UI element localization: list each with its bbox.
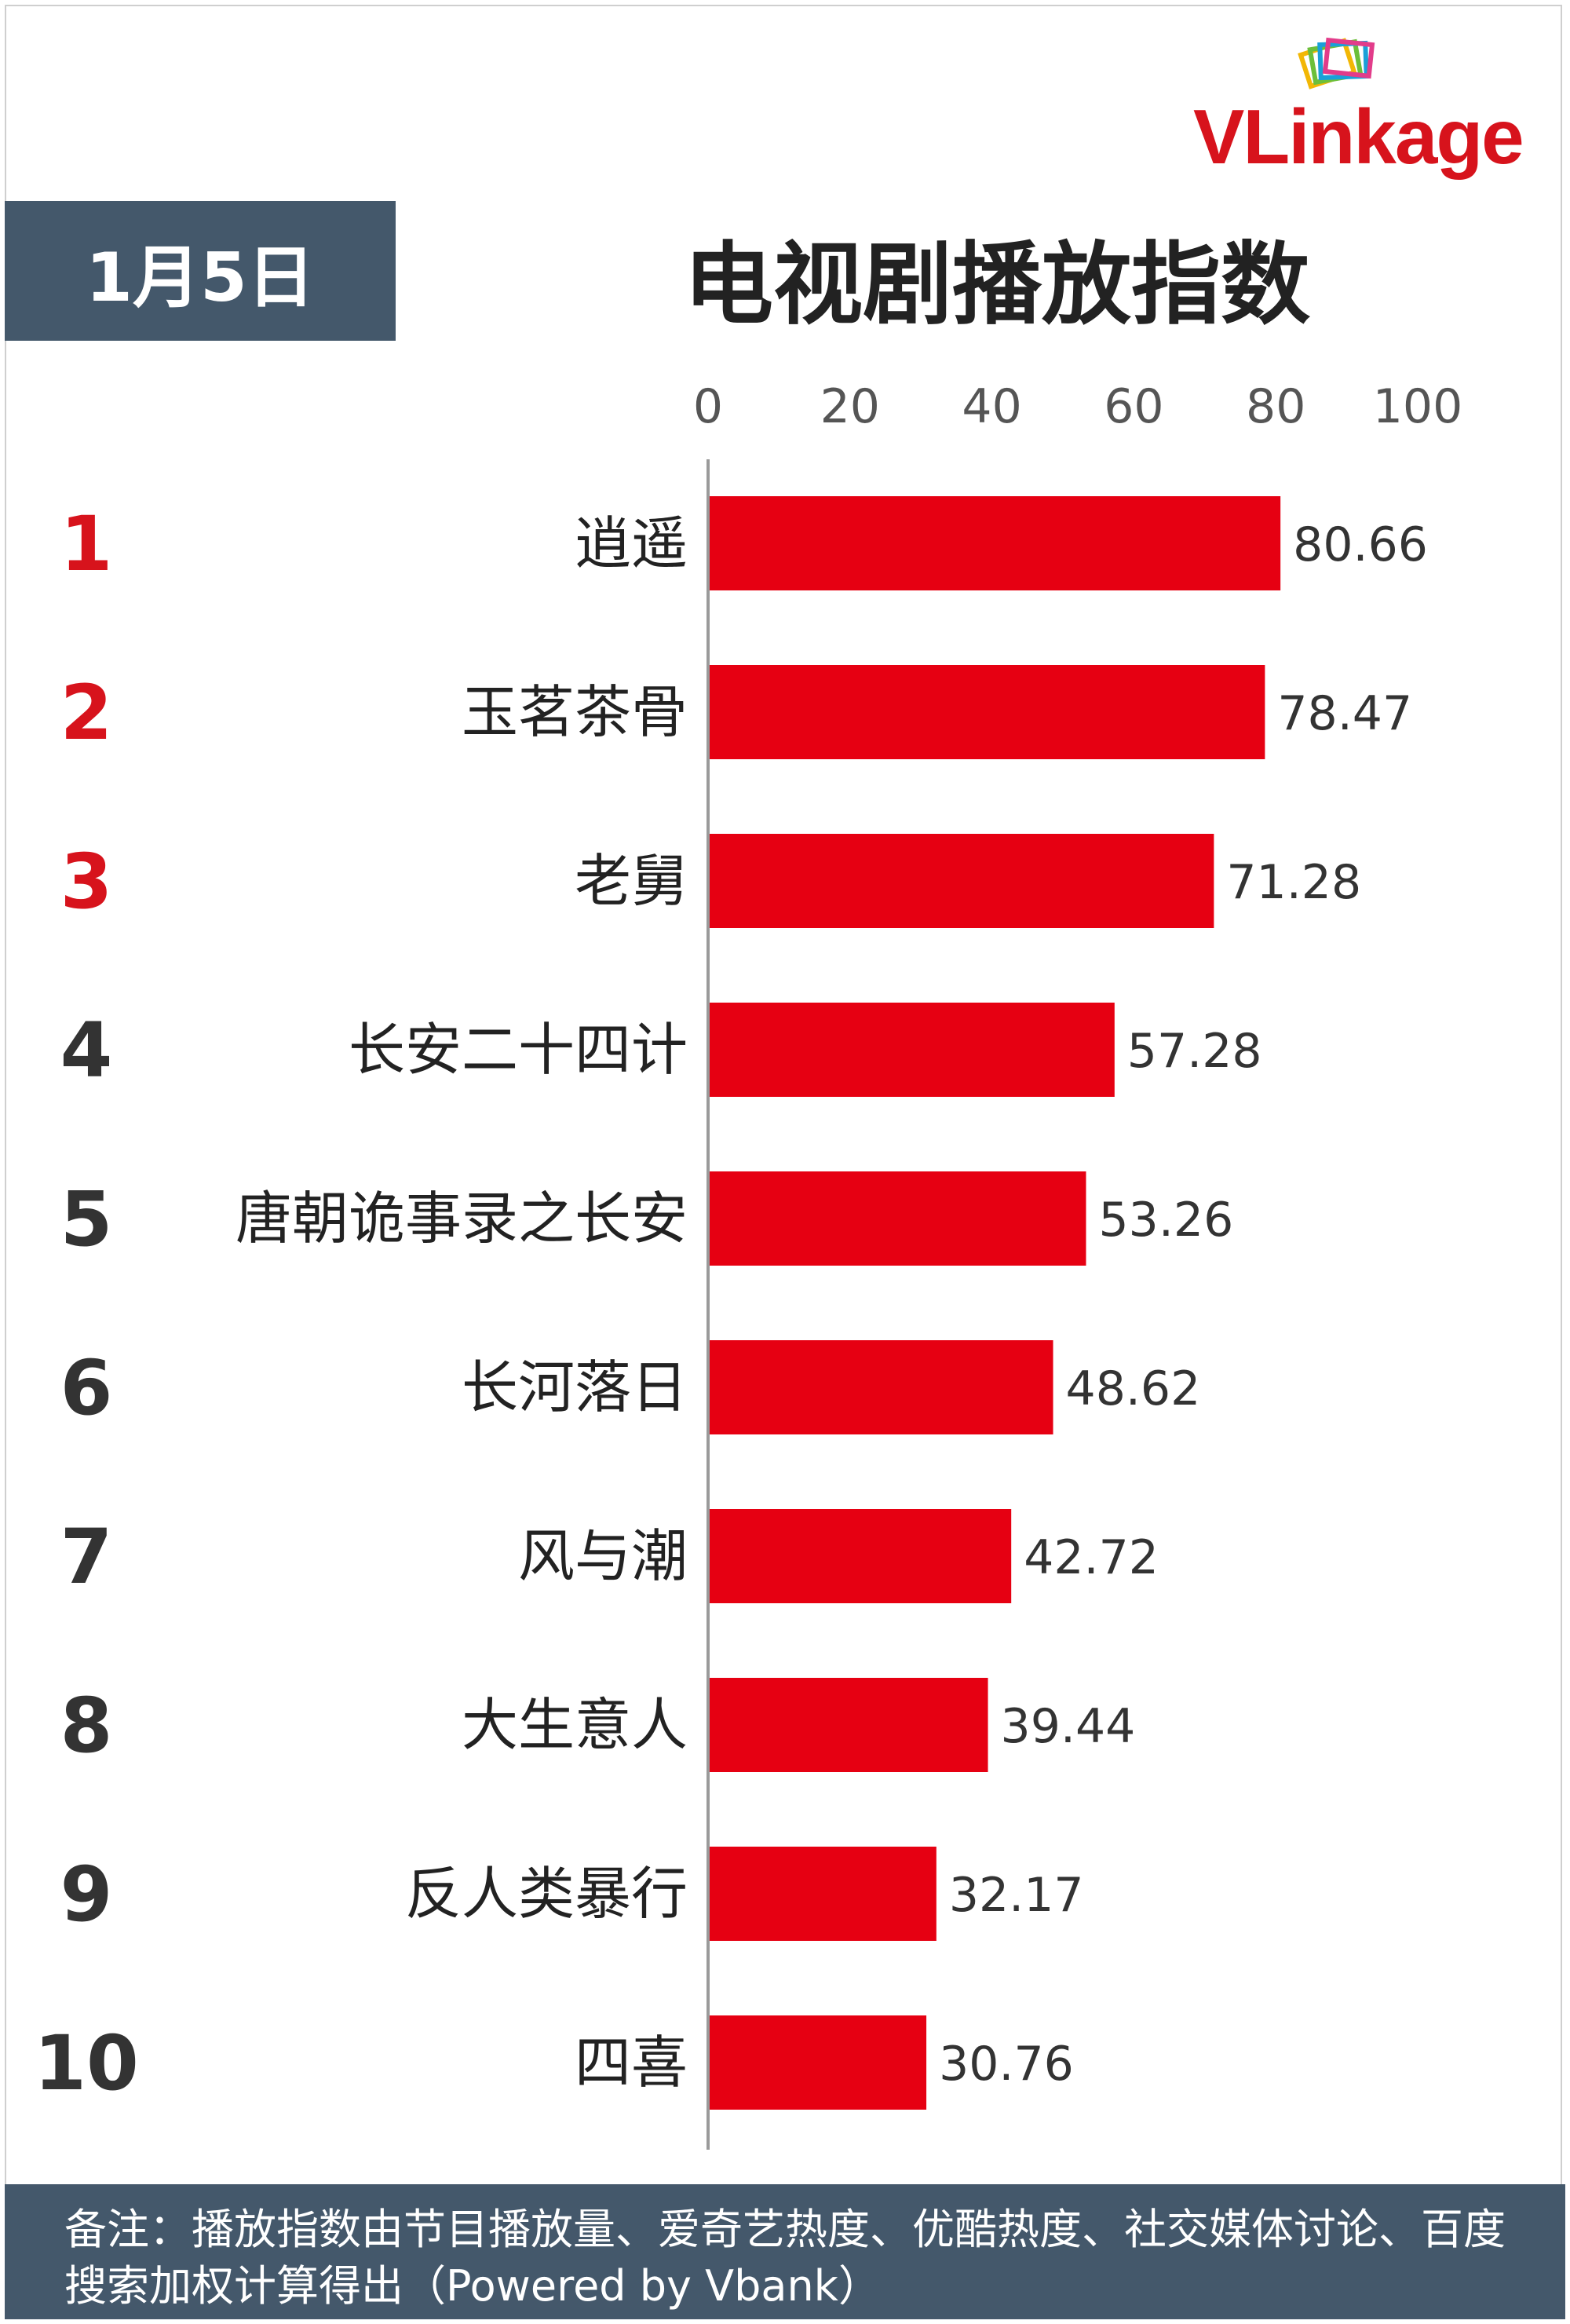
category-label: 风与潮 (518, 1523, 688, 1589)
bar (710, 1171, 1086, 1266)
rank-number: 2 (60, 669, 113, 757)
bar (710, 665, 1265, 759)
category-label: 长河落日 (462, 1354, 688, 1420)
date-badge: 1月5日 (5, 201, 396, 341)
bar (710, 1509, 1012, 1603)
rank-number: 7 (60, 1513, 113, 1601)
data-label: 57.28 (1127, 1024, 1262, 1079)
bar (710, 1003, 1115, 1097)
rank-number: 9 (60, 1851, 113, 1938)
category-label: 大生意人 (462, 1692, 688, 1758)
x-tick-label: 20 (820, 379, 880, 434)
rank-number: 1 (60, 500, 113, 588)
rank-number: 10 (34, 2019, 139, 2107)
logo-mark-icon (1298, 37, 1375, 90)
category-label: 老舅 (575, 848, 688, 914)
category-label: 四喜 (575, 2030, 688, 2096)
x-tick-label: 40 (962, 379, 1021, 434)
category-label: 逍遥 (575, 510, 688, 576)
data-label: 53.26 (1098, 1193, 1233, 1248)
bar (710, 1678, 988, 1772)
data-label: 32.17 (949, 1868, 1084, 1923)
data-label: 30.76 (939, 2037, 1074, 2092)
chart-title: 电视剧播放指数 (683, 232, 1310, 337)
category-label: 长安二十四计 (349, 1017, 688, 1083)
bar (710, 1340, 1053, 1434)
vlinkage-logo: VLinkage (1193, 31, 1554, 180)
data-label: 48.62 (1066, 1361, 1201, 1416)
bar (710, 2015, 927, 2110)
rank-number: 3 (60, 838, 113, 926)
rank-number: 4 (60, 1007, 113, 1094)
rank-number: 6 (60, 1344, 113, 1432)
x-tick-label: 0 (693, 379, 723, 434)
data-label: 80.66 (1293, 517, 1428, 572)
x-tick-label: 80 (1246, 379, 1305, 434)
rank-number: 5 (60, 1175, 113, 1263)
footer-note: 备注：播放指数由节目播放量、爱奇艺热度、优酷热度、社交媒体讨论、百度搜索加权计算… (5, 2184, 1565, 2319)
bar (710, 834, 1214, 928)
bar (710, 496, 1281, 590)
bar (710, 1847, 937, 1941)
rank-number: 8 (60, 1682, 113, 1770)
data-label: 39.44 (1001, 1699, 1136, 1754)
data-label: 71.28 (1226, 855, 1361, 910)
category-label: 玉茗茶骨 (462, 679, 688, 745)
data-label: 78.47 (1277, 686, 1412, 741)
x-tick-label: 60 (1104, 379, 1163, 434)
logo-text: VLinkage (1193, 93, 1524, 180)
category-label: 反人类暴行 (405, 1861, 688, 1927)
data-label: 42.72 (1024, 1530, 1159, 1585)
x-tick-label: 100 (1373, 379, 1463, 434)
category-label: 唐朝诡事录之长安 (236, 1186, 688, 1252)
